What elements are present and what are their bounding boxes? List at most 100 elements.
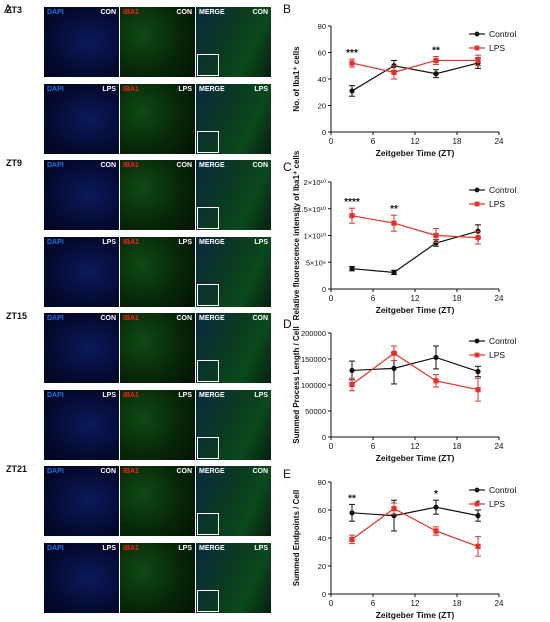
channel-label: MERGE: [199, 392, 225, 399]
data-point: [475, 235, 481, 241]
channel-label: DAPI: [47, 162, 64, 169]
micrograph-iba1: IBA1 LPS: [120, 84, 195, 154]
significance-annotation: ****: [344, 197, 360, 208]
condition-label: LPS: [254, 86, 268, 93]
x-tick-label: 18: [453, 442, 462, 451]
channel-label: IBA1: [123, 162, 139, 169]
channel-label: MERGE: [199, 239, 225, 246]
channel-label: DAPI: [47, 468, 64, 475]
y-tick-label: 100000: [301, 381, 326, 390]
legend-marker: [474, 45, 480, 51]
micrograph-merge: MERGE CON: [196, 160, 271, 230]
data-point: [349, 367, 355, 374]
x-tick-label: 12: [411, 137, 420, 146]
y-tick-label: 20: [318, 102, 326, 111]
panel-letter-a: A: [4, 2, 13, 16]
data-point: [475, 543, 481, 549]
data-point: [391, 220, 397, 226]
panel-letter-c: C: [283, 160, 292, 174]
x-tick-label: 6: [371, 599, 376, 608]
zoom-inset: [197, 360, 219, 382]
micrograph-dapi: DAPI CON: [44, 466, 119, 536]
legend-marker: [474, 201, 480, 207]
micrograph-merge: MERGE LPS: [196, 390, 271, 460]
y-tick-label: 50000: [305, 407, 326, 416]
condition-label: CON: [100, 468, 116, 475]
legend-marker: [474, 352, 480, 358]
condition-label: CON: [100, 9, 116, 16]
significance-annotation: **: [348, 493, 356, 504]
series-line: [351, 230, 479, 274]
legend-marker: [474, 487, 480, 493]
micrograph-merge: MERGE CON: [196, 313, 271, 383]
data-point: [433, 71, 439, 77]
channel-label: MERGE: [199, 545, 225, 552]
series-line: [351, 62, 479, 92]
significance-annotation: **: [432, 45, 440, 56]
data-point: [433, 354, 439, 361]
data-point: [349, 88, 355, 94]
data-point: [433, 240, 439, 246]
y-tick-label: 200000: [301, 329, 326, 338]
zoom-inset: [197, 590, 219, 612]
y-axis-label: Summed Endpoints / Cell: [292, 490, 301, 586]
channel-label: MERGE: [199, 9, 225, 16]
legend-marker: [474, 31, 480, 37]
y-tick-label: 40: [318, 75, 326, 84]
panel-letter-e: E: [283, 467, 292, 481]
condition-label: CON: [176, 468, 192, 475]
y-tick-label: 2×10¹⁰: [304, 178, 326, 187]
condition-label: LPS: [102, 239, 116, 246]
micrograph-merge: MERGE LPS: [196, 543, 271, 613]
channel-label: IBA1: [123, 9, 139, 16]
zoom-inset: [197, 131, 219, 153]
x-tick-label: 6: [371, 137, 376, 146]
zoom-inset: [197, 207, 219, 229]
y-tick-label: 1.5×10¹⁰: [297, 205, 326, 214]
y-tick-label: 60: [318, 506, 326, 515]
channel-label: IBA1: [123, 392, 139, 399]
condition-label: LPS: [102, 86, 116, 93]
y-tick-label: 0: [322, 590, 326, 599]
series-line: [351, 506, 479, 517]
x-tick-label: 24: [495, 599, 504, 608]
micrograph-iba1: IBA1 LPS: [120, 543, 195, 613]
condition-label: LPS: [178, 86, 192, 93]
condition-label: CON: [176, 162, 192, 169]
data-point: [349, 213, 355, 219]
legend-label: Control: [489, 336, 517, 346]
data-point: [349, 381, 355, 388]
x-tick-label: 0: [329, 442, 334, 451]
condition-label: CON: [252, 468, 268, 475]
condition-label: CON: [252, 9, 268, 16]
channel-label: MERGE: [199, 162, 225, 169]
y-axis-label: Relative fluorescence intensity of Iba1⁺…: [292, 150, 301, 320]
data-point: [349, 60, 355, 66]
y-tick-label: 40: [318, 534, 326, 543]
legend-label: LPS: [489, 43, 505, 53]
data-point: [433, 232, 439, 239]
x-tick-label: 18: [453, 137, 462, 146]
series-line: [351, 356, 479, 373]
channel-label: IBA1: [123, 86, 139, 93]
panel-letter-d: D: [283, 317, 292, 331]
x-tick-label: 24: [495, 137, 504, 146]
channel-label: IBA1: [123, 545, 139, 552]
data-point: [475, 387, 481, 393]
data-point: [391, 269, 397, 276]
channel-label: DAPI: [47, 239, 64, 246]
zt-row-label: ZT15: [6, 311, 28, 321]
condition-label: LPS: [178, 239, 192, 246]
channel-label: DAPI: [47, 545, 64, 552]
condition-label: CON: [100, 162, 116, 169]
data-point: [349, 266, 355, 272]
micrograph-iba1: IBA1 CON: [120, 160, 195, 230]
micrograph-dapi: DAPI CON: [44, 7, 119, 77]
data-point: [391, 350, 397, 356]
micrograph-merge: MERGE CON: [196, 7, 271, 77]
legend-label: LPS: [489, 199, 505, 209]
x-tick-label: 12: [411, 599, 420, 608]
x-tick-label: 6: [371, 442, 376, 451]
condition-label: LPS: [254, 239, 268, 246]
y-tick-label: 60: [318, 49, 326, 58]
